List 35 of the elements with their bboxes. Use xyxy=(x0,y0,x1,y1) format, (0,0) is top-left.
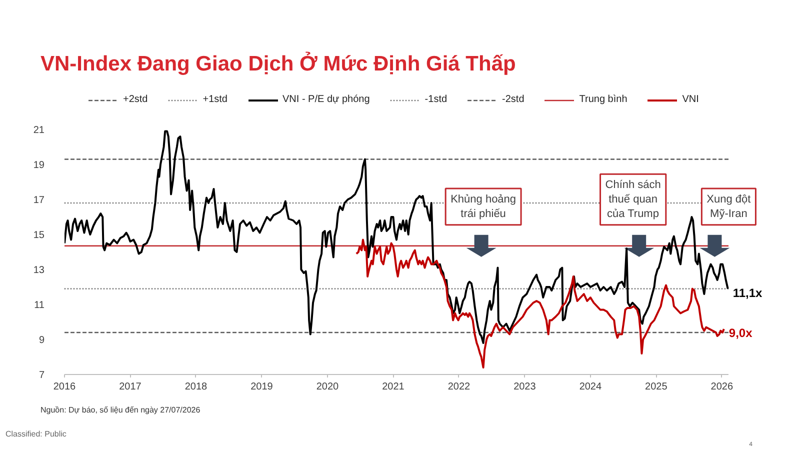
x-tick-label: 2024 xyxy=(579,382,602,392)
x-tick-label: 2025 xyxy=(645,382,668,392)
legend-label: VNI - P/E dự phóng xyxy=(282,94,370,105)
text: Classified: Public xyxy=(6,430,66,438)
y-tick-label: 13 xyxy=(33,265,45,276)
y-tick-label: 21 xyxy=(33,125,45,136)
legend-label: -2std xyxy=(502,94,524,105)
legend-label: Trung bình xyxy=(579,94,628,105)
annotation: 9,0x xyxy=(728,326,753,340)
x-tick-label: 2019 xyxy=(250,382,274,392)
x-tick-label: 2021 xyxy=(382,382,405,392)
x-tick-label: 2023 xyxy=(514,382,536,392)
line-series xyxy=(355,238,725,368)
legend-label: -1std xyxy=(424,94,448,105)
legend-label: +2std xyxy=(123,94,148,105)
x-tick-label: 2026 xyxy=(710,382,734,392)
y-tick-label: 15 xyxy=(33,230,45,241)
x-tick-label: 2022 xyxy=(448,382,471,392)
annotation: Khủng hoảng trái phiếu xyxy=(450,193,516,220)
text: Nguồn: Dự báo, số liệu đến ngày 27/07/2026 xyxy=(40,406,201,414)
x-tick-label: 2020 xyxy=(316,382,340,392)
legend-label: VNI xyxy=(682,94,700,105)
y-tick-label: 19 xyxy=(33,160,45,171)
x-tick-label: 2016 xyxy=(53,382,76,392)
y-tick-label: 9 xyxy=(38,335,45,346)
annotation: Xung đột Mỹ-Iran xyxy=(706,193,751,220)
legend-label: +1std xyxy=(202,94,228,105)
y-tick-label: 7 xyxy=(38,370,45,381)
chart-title: VN-Index Đang Giao Dịch Ở Mức Định Giá Thấp xyxy=(40,52,516,76)
x-tick-label: 2018 xyxy=(184,382,208,392)
y-tick-label: 17 xyxy=(33,195,45,206)
x-tick-label: 2017 xyxy=(119,382,142,392)
annotation: 11,1x xyxy=(732,286,763,300)
y-tick-label: 11 xyxy=(34,300,45,311)
annotation: Chính sách thuế quan của Trump xyxy=(605,179,661,220)
